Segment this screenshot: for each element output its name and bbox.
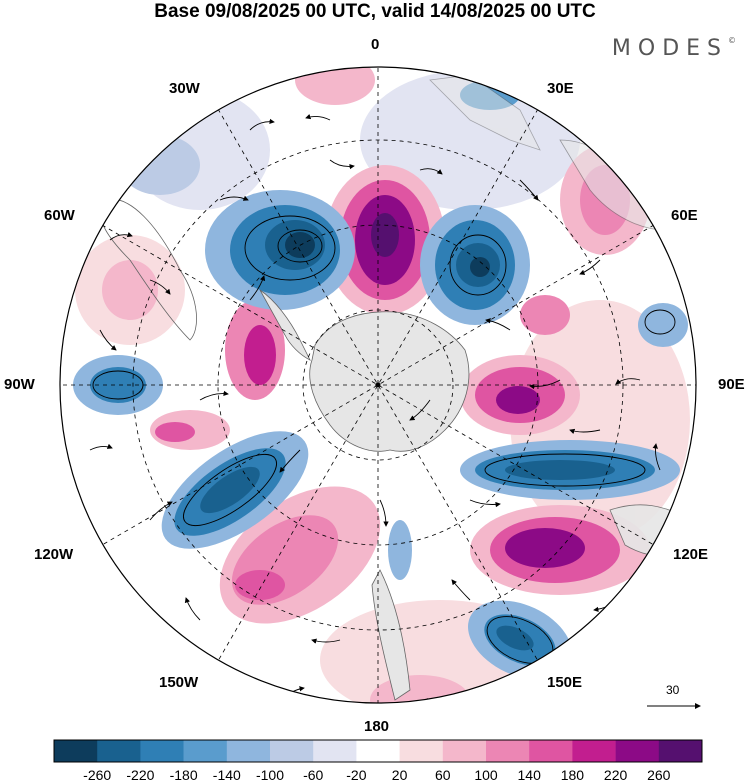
colorbar-tick-label: 180 [560,767,585,783]
colorbar-swatch [356,740,400,762]
colorbar-swatch [486,740,530,762]
lon-label-0: 0 [371,36,380,53]
colorbar-tick-label: 220 [603,767,628,783]
colorbar-tick-label: -100 [255,767,285,783]
map-title: Base 09/08/2025 00 UTC, valid 14/08/2025… [154,1,596,22]
lon-label-180: 180 [364,718,390,735]
colorbar-tick-label: 140 [517,767,541,783]
copyright-mark: © [728,36,736,45]
lon-label-60w: 60W [44,207,75,224]
colorbar-tick-label: 260 [647,767,671,783]
colorbar-swatch [572,740,616,762]
lon-label-90e: 90E [718,376,745,393]
lon-label-30e: 30E [547,80,574,97]
colorbar-tick-label: -260 [83,767,112,783]
lon-label-60e: 60E [671,207,698,224]
colorbar-swatch [270,740,314,762]
modes-logo: MODES© [612,36,736,61]
land-masses [98,74,696,701]
colorbar-tick-label: -140 [212,767,241,783]
colorbar-swatch [97,740,141,762]
lon-label-30w: 30W [169,80,200,97]
vector-scale-label: 30 [666,683,680,697]
lon-label-150w: 150W [159,674,199,691]
colorbar-swatch [442,740,487,762]
lon-label-120w: 120W [34,546,74,563]
colorbar-outline [53,739,703,763]
lon-label-120e: 120E [673,546,709,563]
colorbar-swatch [140,740,184,762]
colorbar [53,739,703,763]
colorbar-swatch [226,740,271,762]
anomaly-field [60,67,696,703]
brand-text: MODES [611,36,728,61]
south-pole-marker [375,382,381,388]
colorbar-tick-label: -20 [346,767,367,783]
map-boundary [59,66,697,704]
colorbar-swatch [54,740,98,762]
colorbar-tick-label: -180 [169,767,198,783]
colorbar-tick-label: 20 [391,767,408,783]
colorbar-swatch [183,740,228,762]
colorbar-tick-label: 60 [435,767,451,783]
colorbar-swatch [529,740,573,762]
colorbar-tick-label: -60 [303,767,324,783]
colorbar-tick-label: -220 [126,767,155,783]
lon-label-90w: 90W [4,376,35,393]
colorbar-swatch [313,740,357,762]
colorbar-swatch [615,740,660,762]
colorbar-tick-label: 100 [474,767,498,783]
lon-label-150e: 150E [547,674,583,691]
colorbar-swatch [658,740,703,762]
colorbar-swatch [399,740,444,762]
